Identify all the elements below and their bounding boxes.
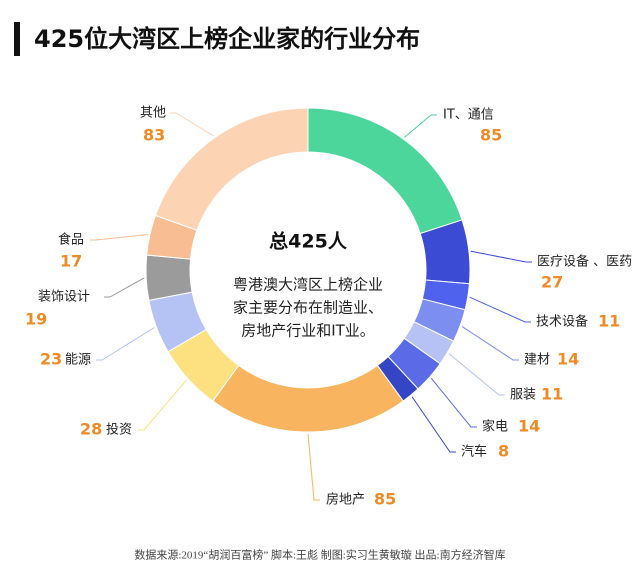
chart-title: 425位大湾区上榜企业家的行业分布 (34, 25, 420, 53)
leader-line (170, 112, 214, 137)
center-text: 家主要分布在制造业、 (233, 299, 383, 317)
slice-value: 11 (598, 312, 620, 331)
slice-label: 房地产 (326, 492, 365, 508)
leader-line (470, 250, 532, 263)
leader-line (90, 234, 148, 241)
slice-label: 建材 (524, 353, 550, 368)
slice-value: 85 (374, 490, 396, 509)
slice-label: 汽车 (461, 444, 487, 460)
leader-line (469, 296, 531, 323)
source: 数据来源:2019“胡润百富榜” 脚本:王彪 制图:实习生黄敏璇 出品:南方经济… (134, 548, 505, 562)
slice-value: 14 (518, 417, 540, 436)
slice-value: 27 (541, 273, 563, 292)
leader-line (404, 114, 437, 138)
center-text: 粤港澳大湾区上榜企业 (233, 276, 383, 294)
slice-label: 投资 (106, 422, 132, 438)
leader-line (307, 433, 320, 501)
donut-slice (145, 254, 193, 301)
leader-line (461, 325, 519, 361)
leader-line (448, 353, 505, 396)
slice-label: 装饰设计 (38, 290, 90, 305)
slice-value: 11 (541, 385, 563, 404)
slice-value: 19 (25, 310, 47, 329)
leader-line (104, 277, 145, 298)
leader-line (430, 377, 477, 428)
slice-label: 技术设备 (536, 314, 588, 330)
slice-value: 28 (80, 420, 102, 439)
slice-label: IT、通信 (443, 108, 494, 123)
center-text: 房地产行业和IT业。 (241, 322, 375, 340)
slice-label: 医疗设备 、医药 (537, 254, 632, 270)
slice-label: 家电 (482, 419, 508, 435)
slice-label: 能源 (65, 353, 91, 368)
donut-slice (154, 107, 309, 231)
slice-value: 8 (498, 442, 509, 461)
slice-value: 85 (480, 126, 502, 145)
donut-slice (212, 364, 404, 433)
donut-slice (307, 107, 463, 235)
title-bar (14, 22, 20, 56)
slice-value: 83 (143, 126, 165, 145)
slice-value: 23 (40, 350, 62, 369)
center-title: 总425人 (269, 230, 348, 253)
slice-value: 14 (557, 350, 579, 369)
slice-label: 服装 (510, 388, 536, 403)
leader-line (96, 327, 155, 361)
slice-value: 17 (60, 252, 82, 271)
leader-line (411, 396, 456, 453)
slice-label: 其他 (140, 106, 166, 121)
leader-line (138, 379, 187, 431)
slice-label: 食品 (58, 232, 84, 248)
